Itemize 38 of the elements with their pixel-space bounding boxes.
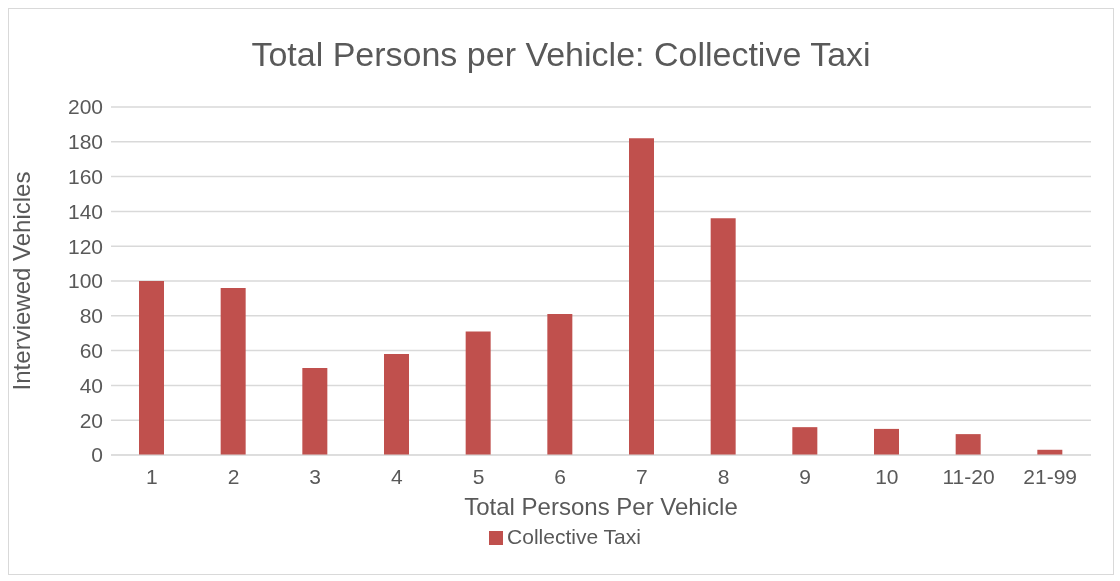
bar: [955, 434, 981, 455]
bar: [710, 218, 736, 455]
y-tick-label: 180: [67, 130, 103, 154]
y-tick-label: 60: [79, 339, 103, 363]
x-tick-label: 10: [875, 464, 899, 488]
x-tick-label: 11-20: [942, 464, 995, 488]
y-tick-label: 100: [67, 269, 103, 293]
bar: [220, 287, 246, 455]
bar: [139, 281, 164, 455]
chart-title: Total Persons per Vehicle: Collective Taxi: [250, 35, 872, 74]
y-tick-label: 120: [67, 234, 103, 258]
bar: [465, 331, 491, 455]
x-tick-label: 7: [635, 464, 648, 488]
bar: [874, 428, 899, 455]
y-tick-label: 40: [79, 373, 103, 397]
bar: [629, 138, 654, 455]
bar: [792, 427, 818, 455]
y-tick-label: 160: [67, 165, 103, 189]
y-tick-label: 80: [79, 304, 103, 328]
y-axis-title: Interviewed Vehicles: [7, 171, 35, 391]
bar: [547, 314, 573, 455]
y-tick-label: 20: [79, 408, 103, 432]
x-tick-label: 5: [472, 464, 485, 488]
x-tick-label: 8: [717, 464, 730, 488]
x-tick-label: 21-99: [1023, 464, 1078, 488]
y-tick-label: 200: [67, 95, 103, 119]
x-tick-label: 3: [309, 464, 322, 488]
y-tick-label: 140: [67, 199, 103, 223]
bar: [384, 354, 409, 455]
x-tick-label: 1: [145, 464, 158, 488]
x-tick-label: 9: [799, 464, 812, 488]
legend-label: Collective Taxi: [507, 525, 641, 548]
x-tick-label: 6: [554, 464, 567, 488]
x-tick-label: 4: [390, 464, 403, 488]
x-axis-title: Total Persons Per Vehicle: [464, 493, 738, 520]
y-tick-label: 0: [91, 443, 103, 467]
bar: [302, 368, 328, 455]
x-tick-label: 2: [227, 464, 240, 488]
